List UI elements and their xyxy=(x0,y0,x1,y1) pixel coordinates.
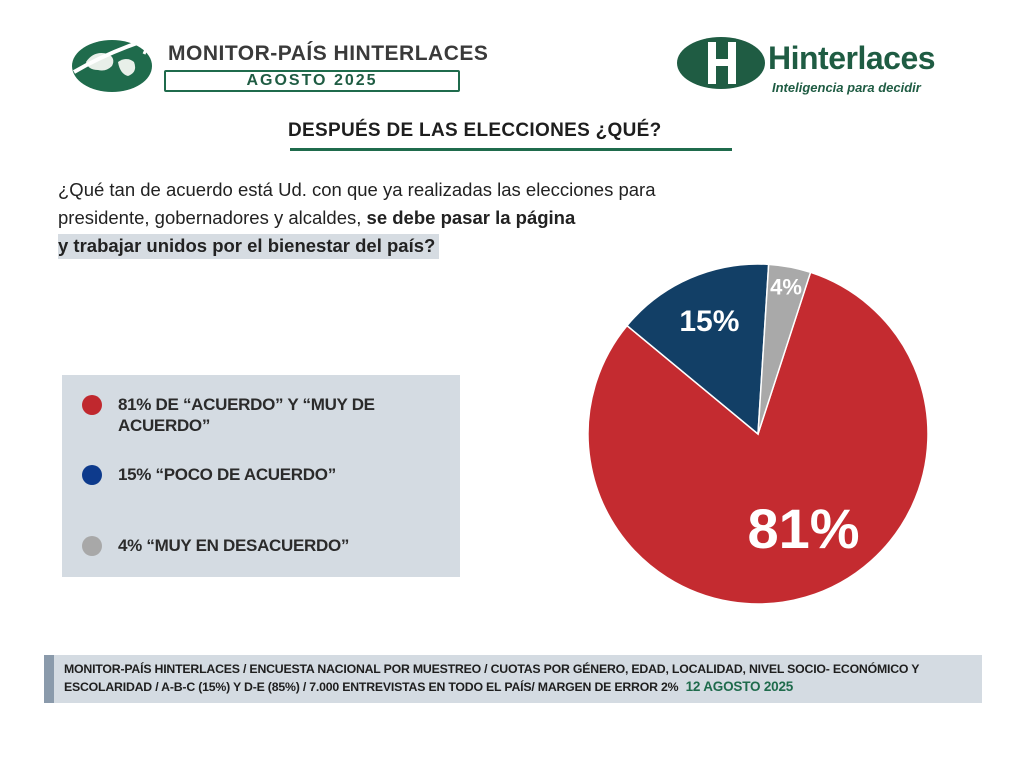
legend-dot-red xyxy=(82,395,102,415)
legend-label: 4% “MUY EN DESACUERDO” xyxy=(118,536,350,555)
brand-name: Hinterlaces xyxy=(768,40,936,76)
legend-label: 15% “POCO DE ACUERDO” xyxy=(118,465,336,484)
legend-label: 81% DE “ACUERDO” Y “MUY DE ACUERDO” xyxy=(118,395,375,435)
section-title: DESPUÉS DE LAS ELECCIONES ¿QUÉ? xyxy=(288,120,662,141)
legend-dot-blue xyxy=(82,465,102,485)
methodology-footer: MONITOR-PAÍS HINTERLACES / ENCUESTA NACI… xyxy=(44,655,982,703)
survey-question: ¿Qué tan de acuerdo está Ud. con que ya … xyxy=(58,176,678,260)
pie-slice-15 xyxy=(625,263,770,436)
question-emphasis: se debe pasar la página xyxy=(366,207,576,228)
monitor-date: AGOSTO 2025 xyxy=(164,70,460,92)
pie-slice-81 xyxy=(587,271,929,605)
footer-text: MONITOR-PAÍS HINTERLACES / ENCUESTA NACI… xyxy=(64,661,976,696)
pie-slice-4 xyxy=(757,263,812,435)
legend-item-desacuerdo: 4% “MUY EN DESACUERDO” xyxy=(82,535,438,556)
legend-dot-gray xyxy=(82,536,102,556)
legend: 81% DE “ACUERDO” Y “MUY DE ACUERDO” 15% … xyxy=(62,375,460,577)
hinterlaces-brand: Hinterlaces Inteligencia para decidir xyxy=(676,34,996,104)
legend-item-poco-acuerdo: 15% “POCO DE ACUERDO” xyxy=(82,464,438,485)
section-underline xyxy=(290,148,732,151)
globe-logo-icon xyxy=(72,34,155,92)
legend-item-acuerdo: 81% DE “ACUERDO” Y “MUY DE ACUERDO” xyxy=(82,394,438,436)
methodology-note: MONITOR-PAÍS HINTERLACES / ENCUESTA NACI… xyxy=(64,662,920,694)
pie-label-4: 4% xyxy=(770,275,802,300)
question-text: ¿Qué tan de acuerdo está Ud. con que ya … xyxy=(58,179,656,228)
pie-label-15: 15% xyxy=(679,305,739,338)
monitor-pais-logo: MONITOR-PAÍS HINTERLACES AGOSTO 2025 xyxy=(68,30,488,100)
pie-label-81: 81% xyxy=(747,497,859,560)
question-highlight: y trabajar unidos por el bienestar del p… xyxy=(58,234,440,259)
footer-date: 12 AGOSTO 2025 xyxy=(685,679,794,694)
footer-accent-bar xyxy=(44,655,54,703)
pie-chart: 81% 15% 4% xyxy=(587,263,929,605)
hinterlaces-logo-icon xyxy=(677,37,765,89)
monitor-title: MONITOR-PAÍS HINTERLACES xyxy=(168,42,489,65)
brand-tagline: Inteligencia para decidir xyxy=(772,80,921,95)
